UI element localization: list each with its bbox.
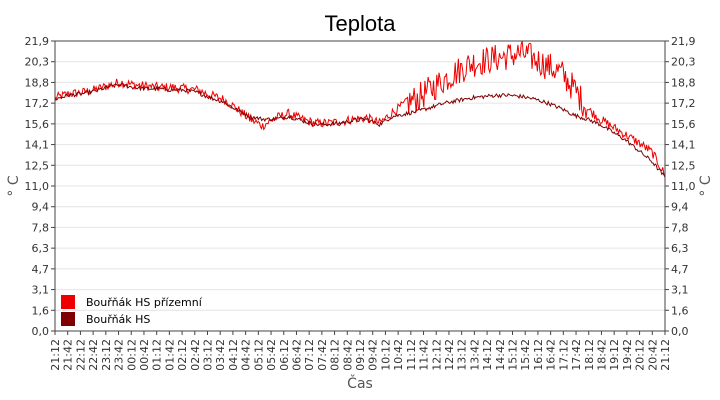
x-tick-label: 18:12 [583, 339, 596, 371]
y-tick-label-right: 11,0 [671, 180, 696, 193]
y-tick-label-right: 6,3 [671, 242, 689, 255]
x-tick-label: 07:12 [303, 339, 316, 371]
x-tick-label: 18:42 [595, 339, 608, 371]
y-tick-label-right: 0,0 [671, 325, 689, 338]
x-tick-label: 05:42 [265, 339, 278, 371]
x-tick-label: 17:12 [557, 339, 570, 371]
y-tick-label-right: 14,1 [671, 139, 696, 152]
x-tick-label: 10:42 [392, 339, 405, 371]
x-tick-label: 16:42 [545, 339, 558, 371]
x-tick-label: 12:12 [430, 339, 443, 371]
x-tick-label: 15:12 [507, 339, 520, 371]
x-tick-label: 13:42 [468, 339, 481, 371]
x-tick-label: 11:12 [405, 339, 418, 371]
x-tick-label: 21:42 [62, 339, 75, 371]
y-tick-label-left: 20,3 [25, 56, 50, 69]
y-tick-label-right: 7,8 [671, 221, 689, 234]
x-tick-label: 04:12 [227, 339, 240, 371]
x-tick-label: 09:42 [367, 339, 380, 371]
x-tick-label: 08:12 [329, 339, 342, 371]
x-tick-label: 11:42 [418, 339, 431, 371]
series-line-1 [54, 82, 666, 178]
x-tick-label: 20:42 [646, 339, 659, 371]
x-tick-label: 09:12 [354, 339, 367, 371]
x-tick-label: 19:42 [621, 339, 634, 371]
y-tick-label-right: 3,1 [671, 284, 689, 297]
y-tick-label-left: 11,0 [25, 180, 50, 193]
legend-label: Bouřňák HS přízemní [86, 296, 203, 309]
y-tick-label-left: 17,2 [25, 97, 50, 110]
grid-lines [55, 40, 665, 332]
series-layer [54, 40, 666, 178]
x-tick-label: 00:12 [125, 339, 138, 371]
y-axis-label-right: ° C [698, 175, 714, 196]
y-tick-label-right: 21,9 [671, 35, 696, 48]
x-tick-label: 03:42 [214, 339, 227, 371]
x-tick-label: 12:42 [443, 339, 456, 371]
x-tick-label: 15:42 [519, 339, 532, 371]
y-tick-label-left: 6,3 [32, 242, 50, 255]
x-tick-label: 21:12 [49, 339, 62, 371]
y-tick-label-left: 15,6 [25, 118, 50, 131]
x-tick-label: 08:42 [341, 339, 354, 371]
y-axis-right: 0,0 1,6 3,1 4,7 6,3 7,8 9,4 11,0 12,5 14,1 15,6 17,… [665, 35, 696, 338]
legend-label: Bouřňák HS [86, 313, 150, 326]
y-tick-label-left: 18,8 [25, 76, 50, 89]
x-tick-label: 00:42 [138, 339, 151, 371]
x-tick-label: 10:12 [379, 339, 392, 371]
x-tick-label: 07:42 [316, 339, 329, 371]
y-tick-label-right: 1,6 [671, 304, 689, 317]
y-tick-label-right: 9,4 [671, 201, 689, 214]
x-tick-label: 14:42 [494, 339, 507, 371]
y-tick-label-right: 15,6 [671, 118, 696, 131]
x-tick-label: 02:12 [176, 339, 189, 371]
x-tick-label: 06:12 [278, 339, 291, 371]
x-tick-label: 06:42 [290, 339, 303, 371]
y-tick-label-right: 12,5 [671, 159, 696, 172]
x-tick-label: 23:42 [113, 339, 126, 371]
y-tick-label-left: 14,1 [25, 139, 50, 152]
y-tick-label-left: 9,4 [32, 201, 50, 214]
y-tick-label-right: 17,2 [671, 97, 696, 110]
y-tick-label-left: 12,5 [25, 159, 50, 172]
x-tick-label: 17:42 [570, 339, 583, 371]
y-tick-label-right: 20,3 [671, 56, 696, 69]
y-tick-label-right: 4,7 [671, 263, 689, 276]
chart-title: Teplota [325, 11, 397, 36]
y-tick-label-left: 4,7 [32, 263, 50, 276]
x-tick-label: 04:42 [240, 339, 253, 371]
legend: Bouřňák HS přízemní Bouřňák HS [61, 295, 203, 326]
x-tick-label: 20:12 [634, 339, 647, 371]
x-tick-label: 22:42 [87, 339, 100, 371]
x-tick-label: 03:12 [202, 339, 215, 371]
x-tick-label: 13:12 [456, 339, 469, 371]
x-tick-label: 21:12 [659, 339, 672, 371]
y-tick-label-left: 0,0 [32, 325, 50, 338]
x-tick-label: 23:12 [100, 339, 113, 371]
y-axis-left: 0,0 1,6 3,1 4,7 6,3 7,8 9,4 11,0 12,5 14,1 15,6 17,… [25, 35, 55, 338]
legend-swatch [61, 312, 75, 326]
x-tick-label: 16:12 [532, 339, 545, 371]
y-axis-label-left: ° C [6, 175, 22, 196]
x-tick-label: 01:42 [163, 339, 176, 371]
legend-item-hs: Bouřňák HS [61, 312, 150, 326]
x-axis-label: Čas [347, 374, 373, 392]
x-tick-label: 02:42 [189, 339, 202, 371]
x-tick-label: 05:12 [252, 339, 265, 371]
y-tick-label-left: 3,1 [32, 284, 50, 297]
x-axis: 21:12 21:42 22:12 22:42 23:12 23:42 00:12 00:42… [49, 331, 672, 371]
series-line-0 [54, 40, 666, 176]
y-tick-label-left: 7,8 [32, 221, 50, 234]
y-tick-label-left: 1,6 [32, 304, 50, 317]
y-tick-label-right: 18,8 [671, 76, 696, 89]
x-tick-label: 01:12 [151, 339, 164, 371]
x-tick-label: 22:12 [74, 339, 87, 371]
legend-swatch [61, 295, 75, 309]
legend-item-prizemni: Bouřňák HS přízemní [61, 295, 203, 309]
y-tick-label-left: 21,9 [25, 35, 50, 48]
x-tick-label: 14:12 [481, 339, 494, 371]
x-tick-label: 19:12 [608, 339, 621, 371]
